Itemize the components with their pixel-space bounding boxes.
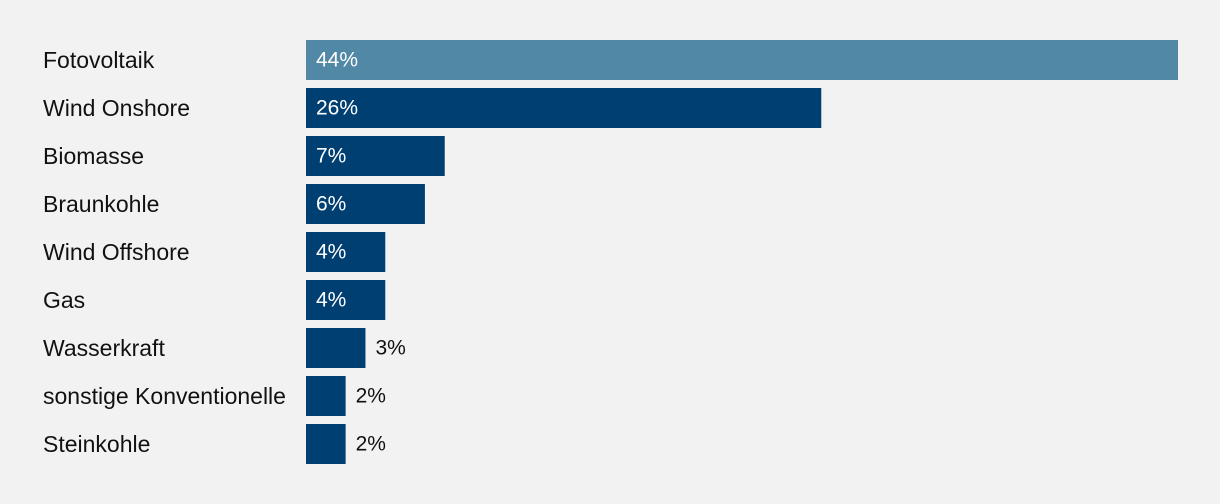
bar [306, 88, 822, 128]
bars [306, 40, 1178, 464]
category-label: Wasserkraft [43, 335, 165, 361]
bar [306, 40, 1178, 80]
category-label: sonstige Konventionelle [43, 383, 286, 409]
bar [306, 424, 346, 464]
bar [306, 184, 425, 224]
bar [306, 280, 386, 320]
category-label: Gas [43, 287, 85, 313]
value-label: 44% [316, 49, 358, 72]
category-label: Wind Onshore [43, 95, 190, 121]
bar [306, 232, 386, 272]
bar [306, 376, 346, 416]
value-label: 3% [375, 337, 405, 360]
category-label: Steinkohle [43, 431, 150, 457]
value-label: 6% [316, 193, 346, 216]
category-labels: Fotovoltaik Wind Onshore Biomasse Braunkohl… [43, 47, 286, 457]
bar [306, 328, 366, 368]
value-label: 7% [316, 145, 346, 168]
value-labels: 44% 26% 7% 6% 4% 4% 3% 2% 2% [316, 49, 406, 456]
value-label: 2% [356, 385, 386, 408]
category-label: Biomasse [43, 143, 144, 169]
category-label: Wind Offshore [43, 239, 190, 265]
value-label: 2% [356, 433, 386, 456]
bar [306, 136, 445, 176]
value-label: 4% [316, 289, 346, 312]
category-label: Braunkohle [43, 191, 159, 217]
value-label: 26% [316, 97, 358, 120]
category-label: Fotovoltaik [43, 47, 155, 73]
value-label: 4% [316, 241, 346, 264]
